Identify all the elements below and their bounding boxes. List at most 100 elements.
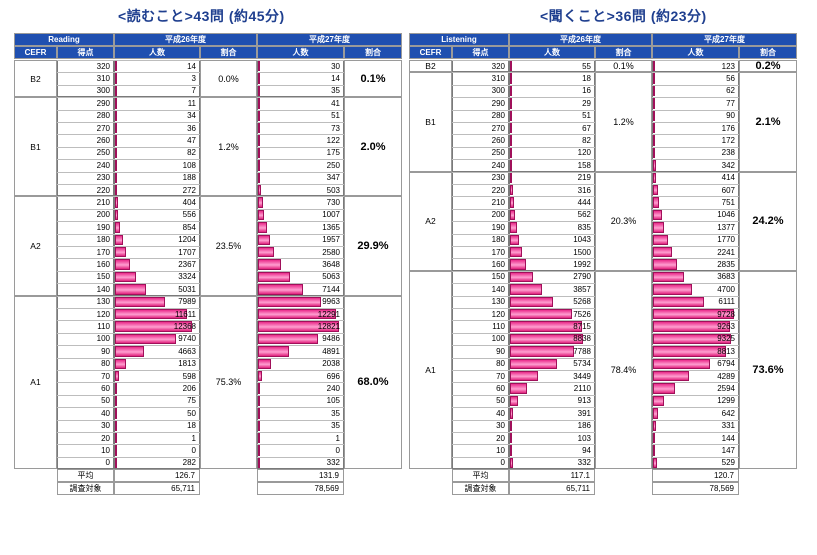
reading-row-line (114, 171, 200, 173)
reading-row-line (257, 456, 344, 458)
reading-row-line (257, 270, 344, 272)
listening-row-line (509, 184, 595, 185)
listening-count-cell-y2: 238 (652, 147, 739, 159)
reading-count-cell-y1: 18 (114, 420, 200, 432)
listening-row-line (452, 196, 509, 198)
reading-row-line (114, 246, 200, 247)
reading-count-value: 503 (326, 185, 340, 195)
listening-count-bar (510, 234, 519, 245)
listening-count-value: 62 (726, 86, 735, 96)
reading-count-bar (258, 222, 267, 233)
listening-count-value: 90 (726, 111, 735, 121)
reading-count-bar (115, 123, 117, 134)
reading-count-bar (258, 408, 260, 419)
reading-row-line (257, 221, 344, 223)
listening-count-bar (510, 271, 533, 283)
listening-row-line (509, 196, 595, 198)
reading-count-cell-y2: 1365 (257, 221, 344, 233)
reading-count-bar (115, 185, 117, 196)
reading-row-line (257, 258, 344, 260)
reading-count-cell-y2: 5063 (257, 271, 344, 283)
listening-row-line (452, 159, 509, 161)
listening-count-cell-y1: 1043 (509, 234, 595, 246)
listening-score-header: 得点 (452, 46, 509, 59)
listening-count-bar (653, 259, 677, 270)
listening-count-cell-y2: 172 (652, 134, 739, 146)
listening-row-line (652, 394, 739, 396)
listening-row-line (652, 84, 739, 86)
listening-row-line (509, 345, 595, 347)
reading-score-cell: 120 (96, 309, 110, 319)
listening-row-line (652, 432, 739, 433)
reading-score-cell: 30 (101, 421, 110, 431)
reading-count-value: 272 (182, 185, 196, 195)
reading-row-line (57, 320, 114, 322)
reading-count-bar (115, 73, 117, 84)
reading-count-bar (115, 395, 117, 407)
listening-count-cell-y1: 2110 (509, 382, 595, 394)
reading-row-line (257, 357, 344, 359)
reading-row-line (57, 407, 114, 409)
reading-count-bar (115, 433, 117, 444)
reading-count-value: 598 (182, 371, 196, 381)
listening-count-value: 6794 (717, 359, 735, 369)
reading-count-value: 175 (326, 148, 340, 158)
listening-count-value: 8838 (573, 334, 591, 344)
reading-count-value: 82 (187, 148, 196, 158)
listening-row-line (652, 357, 739, 359)
listening-count-cell-y1: 158 (509, 159, 595, 171)
reading-ratio2-A2: 29.9% (344, 196, 402, 296)
listening-count-cell-y1: 835 (509, 221, 595, 233)
listening-row-line (652, 134, 739, 136)
listening-count-cell-y2: 2594 (652, 382, 739, 394)
listening-count-value: 414 (721, 173, 735, 183)
listening-row-line (452, 270, 509, 272)
listening-row-line (652, 208, 739, 210)
listening-score-cell: 170 (491, 247, 505, 257)
reading-count-bar (115, 420, 117, 431)
reading-n-label: 調査対象 (57, 482, 114, 496)
reading-score-cell: 170 (96, 247, 110, 257)
reading-count-value: 730 (326, 198, 340, 208)
reading-count-bar (258, 234, 270, 245)
reading-score-cell: 200 (96, 210, 110, 220)
listening-row-line (452, 171, 509, 173)
reading-row-line (257, 394, 344, 396)
listening-count-cell-y1: 55 (509, 60, 595, 72)
listening-score-cell: 110 (492, 322, 505, 332)
listening-count-value: 1299 (717, 396, 735, 406)
reading-count-bar (258, 284, 303, 295)
reading-count-cell-y2: 41 (257, 97, 344, 109)
listening-score-cell: 90 (496, 346, 505, 356)
listening-row-line (452, 394, 509, 396)
listening-y1-header: 平成26年度 (509, 33, 652, 46)
listening-count-value: 4289 (717, 371, 735, 381)
reading-row-line (257, 407, 344, 409)
listening-row-line (652, 456, 739, 458)
listening-count-value: 16 (582, 86, 591, 96)
reading-ratio2-header: 割合 (344, 46, 402, 59)
listening-row-line (652, 109, 739, 111)
listening-count-cell-y2: 751 (652, 196, 739, 208)
reading-count2-header: 人数 (257, 46, 344, 59)
reading-ratio2-A1: 68.0% (344, 295, 402, 470)
listening-count-cell-y1: 316 (509, 184, 595, 196)
reading-count-bar (258, 172, 260, 183)
reading-row-line (257, 295, 344, 297)
reading-count-bar (115, 234, 123, 245)
listening-count-bar (510, 98, 512, 109)
reading-score-cell: 180 (96, 235, 110, 245)
reading-row-line (57, 357, 114, 359)
reading-score-cell: 70 (101, 371, 110, 381)
reading-row-line (57, 394, 114, 396)
listening-count-value: 103 (577, 433, 591, 443)
reading-count-cell-y2: 1 (257, 432, 344, 444)
reading-count-value: 1707 (178, 247, 196, 257)
listening-ratio1-A2: 20.3% (595, 171, 652, 271)
listening-count-value: 4700 (717, 284, 735, 294)
reading-count-value: 35 (331, 421, 340, 431)
listening-row-line (509, 444, 595, 446)
reading-avg-y2: 131.9 (257, 469, 344, 483)
listening-count-cell-y1: 7788 (509, 345, 595, 357)
reading-count-value: 404 (182, 198, 196, 208)
